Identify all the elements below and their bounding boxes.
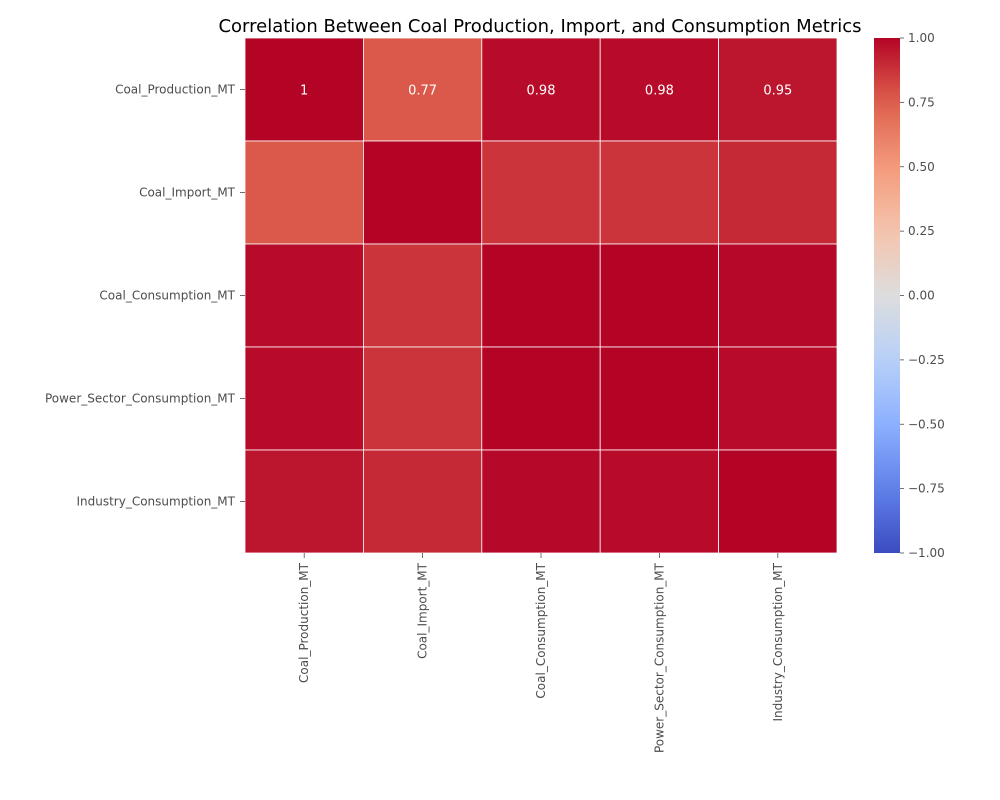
colorbar-label-3: 0.25 <box>908 224 935 238</box>
heatmap-cell-3-4 <box>718 346 838 451</box>
row-label-2: Coal_Consumption_MT <box>99 289 235 303</box>
col-label-0: Coal_Production_MT <box>297 562 311 683</box>
heatmap-cell-4-3 <box>599 449 720 554</box>
heatmap-cell-1-1 <box>362 140 483 245</box>
heatmap-cell-3-3 <box>599 346 720 451</box>
row-label-0: Coal_Production_MT <box>115 83 236 97</box>
heatmap-cell-0-0 <box>244 37 364 142</box>
heatmap-cell-1-0 <box>244 140 364 245</box>
heatmap-cell-2-0 <box>244 243 364 348</box>
colorbar-label-4: 0.00 <box>908 289 935 303</box>
heatmap-cell-3-2 <box>481 346 601 451</box>
heatmap-cell-0-3 <box>599 37 720 142</box>
col-label-2: Coal_Consumption_MT <box>534 562 548 698</box>
cell-annotations: 1 0.77 0.98 0.98 0.95 <box>300 84 792 99</box>
column-tick-labels: Coal_Production_MT Coal_Import_MT Coal_Con… <box>297 553 785 753</box>
col-label-3: Power_Sector_Consumption_MT <box>652 562 666 753</box>
heatmap-cell-4-0 <box>244 449 364 554</box>
heatmap-cell-1-3 <box>599 140 720 245</box>
cell-annotation-0-2: 0.98 <box>527 84 556 99</box>
row-label-4: Industry_Consumption_MT <box>76 495 235 509</box>
col-label-4: Industry_Consumption_MT <box>771 562 785 721</box>
chart-title: Correlation Between Coal Production, Imp… <box>218 16 861 37</box>
heatmap-cells <box>244 37 838 554</box>
heatmap-cell-2-3 <box>599 243 720 348</box>
heatmap-cell-0-2 <box>481 37 601 142</box>
colorbar-label-7: −0.75 <box>908 482 945 496</box>
heatmap-cell-2-1 <box>362 243 483 348</box>
cell-annotation-0-4: 0.95 <box>763 84 792 99</box>
heatmap-cell-2-2 <box>481 243 601 348</box>
colorbar <box>874 38 900 553</box>
colorbar-label-8: −1.00 <box>908 546 945 560</box>
col-label-1: Coal_Import_MT <box>416 562 430 659</box>
heatmap-cell-4-1 <box>362 449 483 554</box>
cell-annotation-0-1: 0.77 <box>408 84 437 99</box>
heatmap-cell-3-1 <box>362 346 483 451</box>
heatmap-cell-4-2 <box>481 449 601 554</box>
heatmap-cell-0-1 <box>362 37 483 142</box>
colorbar-tick-labels: 1.00 0.75 0.50 0.25 0.00 −0.25 −0.50 −0.75 −1.00 <box>900 31 945 560</box>
heatmap-cell-3-0 <box>244 346 364 451</box>
colorbar-label-6: −0.50 <box>908 417 945 431</box>
heatmap-cell-1-4 <box>718 140 838 245</box>
heatmap-cell-4-4 <box>718 449 838 554</box>
cell-annotation-0-3: 0.98 <box>645 84 674 99</box>
colorbar-label-1: 0.75 <box>908 95 935 109</box>
row-label-3: Power_Sector_Consumption_MT <box>45 392 236 406</box>
colorbar-label-5: −0.25 <box>908 353 945 367</box>
colorbar-label-2: 0.50 <box>908 160 935 174</box>
row-label-1: Coal_Import_MT <box>139 186 236 200</box>
cell-annotation-0-0: 1 <box>300 84 308 99</box>
heatmap-cell-1-2 <box>481 140 601 245</box>
row-tick-labels: Coal_Production_MT Coal_Import_MT Coal_Con… <box>45 83 245 509</box>
heatmap-cell-2-4 <box>718 243 838 348</box>
heatmap-cell-0-4 <box>718 37 838 142</box>
colorbar-label-0: 1.00 <box>908 31 935 45</box>
